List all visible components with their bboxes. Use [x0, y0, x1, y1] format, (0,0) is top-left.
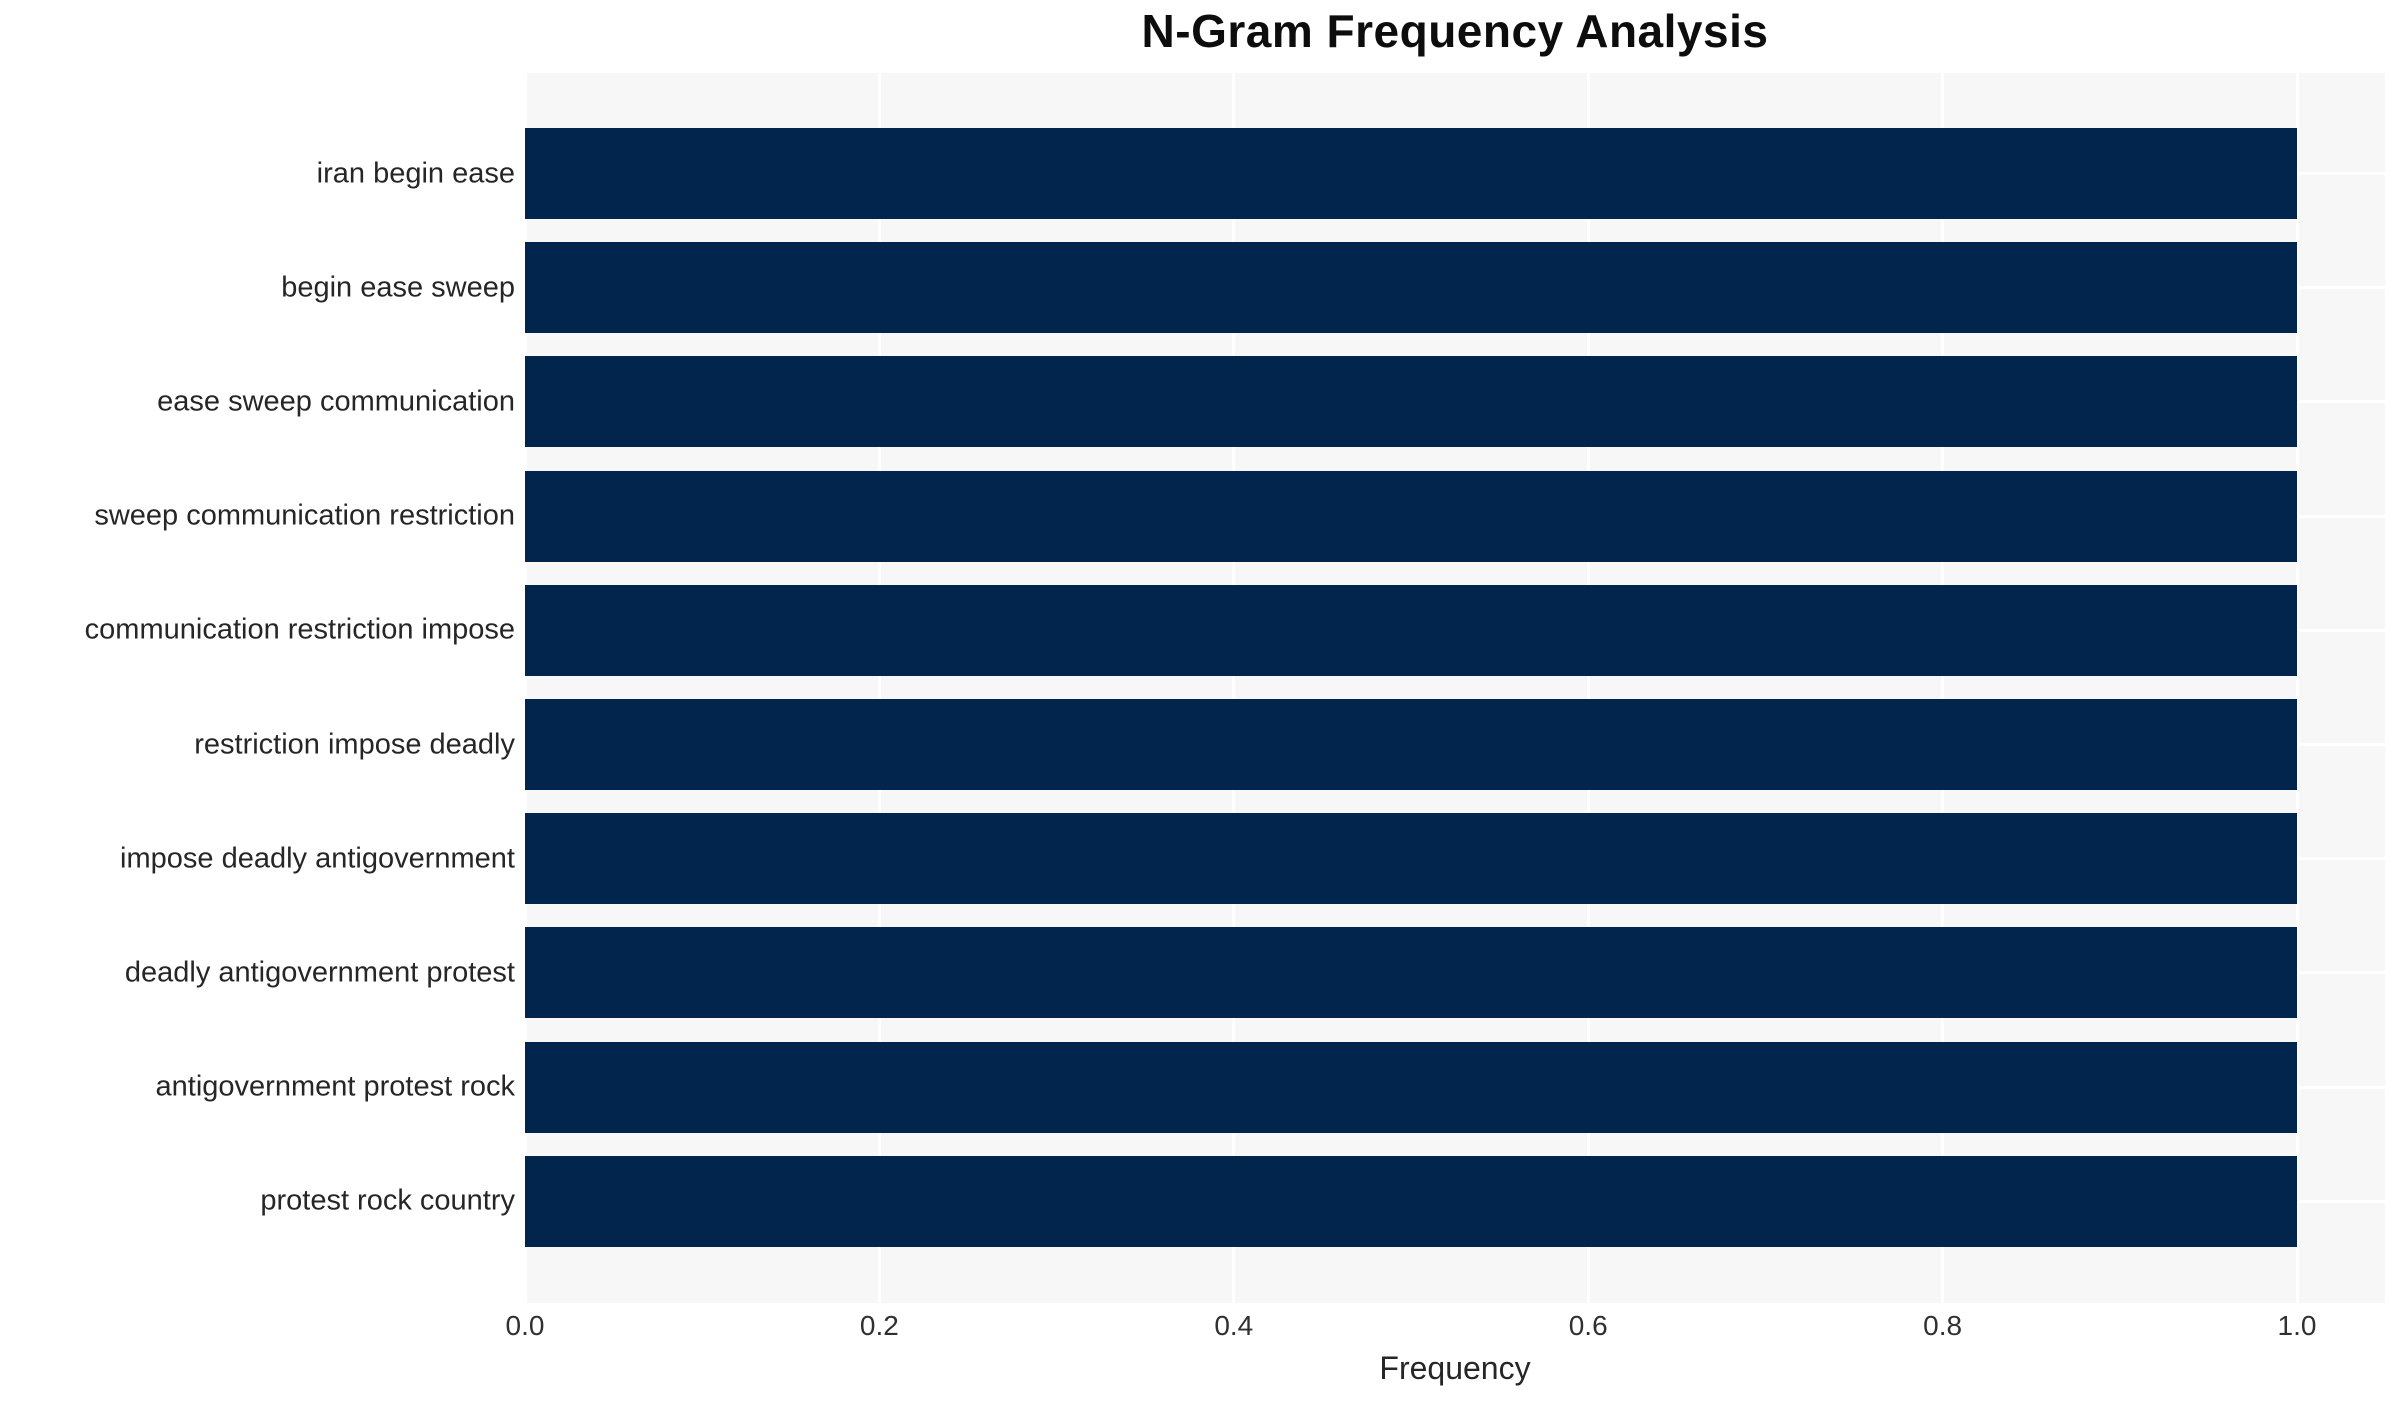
x-tick-label: 0.8 — [1923, 1310, 1963, 1341]
vertical-gridline — [1586, 73, 1590, 1303]
y-tick-label: protest rock country — [260, 1184, 515, 1217]
bar — [525, 813, 2297, 905]
y-tick-label: sweep communication restriction — [94, 499, 515, 532]
bar — [525, 584, 2297, 676]
vertical-gridline — [525, 73, 527, 1303]
bar — [525, 470, 2297, 562]
y-tick-label: deadly antigovernment protest — [124, 956, 515, 989]
bar — [525, 242, 2297, 334]
y-tick-label: antigovernment protest rock — [155, 1070, 515, 1103]
y-tick-label: begin ease sweep — [281, 271, 515, 304]
vertical-gridline — [2295, 73, 2299, 1303]
y-tick-label: iran begin ease — [316, 157, 515, 189]
x-axis-label: Frequency — [1379, 1350, 1531, 1386]
vertical-gridline — [1941, 73, 1945, 1303]
plot-area — [525, 73, 2385, 1303]
y-tick-label: communication restriction impose — [84, 613, 515, 646]
x-tick-label: 0.4 — [1214, 1310, 1254, 1341]
bar — [525, 1155, 2297, 1247]
bar — [525, 128, 2297, 219]
vertical-gridline — [877, 73, 881, 1303]
x-tick-label: 0.2 — [859, 1310, 899, 1341]
y-tick-label: restriction impose deadly — [194, 728, 515, 760]
bar — [525, 356, 2297, 448]
chart-title: N-Gram Frequency Analysis — [1141, 5, 1769, 57]
x-tick-label: 0.6 — [1568, 1310, 1608, 1341]
y-tick-label: impose deadly antigovernment — [120, 842, 515, 875]
bar — [525, 927, 2297, 1019]
bar — [525, 1041, 2297, 1133]
vertical-gridline — [1232, 73, 1236, 1303]
x-tick-label: 1.0 — [2277, 1310, 2317, 1341]
y-tick-label: ease sweep communication — [157, 385, 515, 418]
x-tick-label: 0.0 — [505, 1310, 545, 1341]
bar — [525, 699, 2297, 790]
